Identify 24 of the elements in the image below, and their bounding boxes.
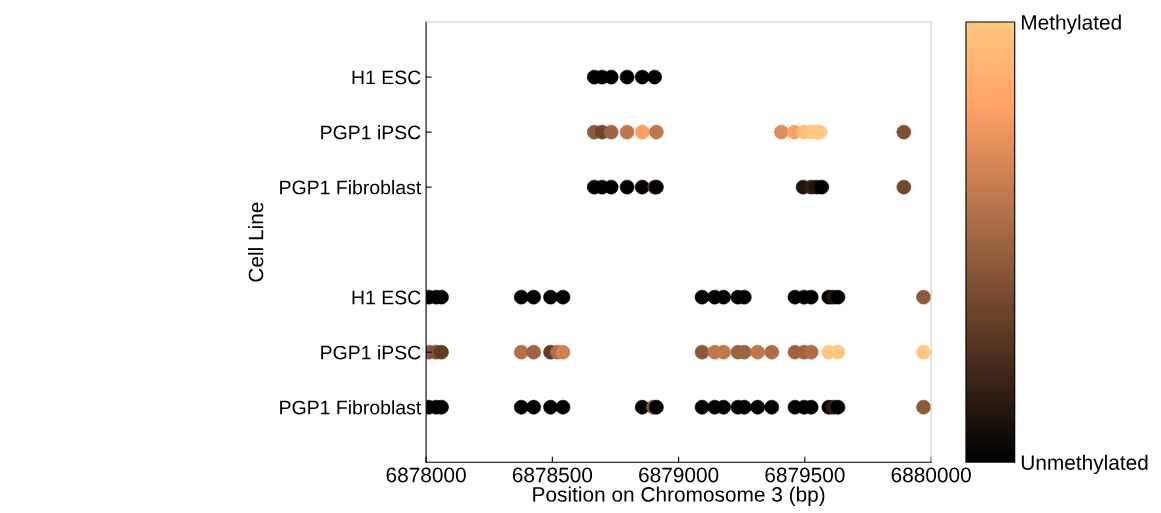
y-tick-label: PGP1 Fibroblast [280,400,422,415]
y-axis-title: Cell Line [248,202,264,282]
x-tick-label: 6879000 [639,467,719,483]
point [619,124,635,140]
color-bar-label: Unmethylated [1021,454,1148,475]
color-bar-label: Methylated [1021,14,1121,34]
x-tick-label: 6878000 [386,467,466,483]
point [555,344,571,360]
x-tick-label: 6880000 [891,467,971,483]
point [619,179,635,195]
y-tick-label: H1 ESC [352,70,421,85]
point [555,289,571,305]
point [896,179,912,195]
point [803,344,819,360]
y-tick-label: PGP1 iPSC [321,125,421,140]
x-axis-title: Position on Chromosome 3 (bp) [533,486,825,506]
x-tick-label: 6878500 [512,467,593,483]
y-tick-label: PGP1 iPSC [321,345,421,360]
point [764,344,780,360]
y-tick-label: PGP1 Fibroblast [280,180,422,195]
point [830,289,846,305]
y-tick-label: H1 ESC [352,290,421,305]
point [619,69,635,85]
x-tick-label: 6879500 [765,467,845,483]
